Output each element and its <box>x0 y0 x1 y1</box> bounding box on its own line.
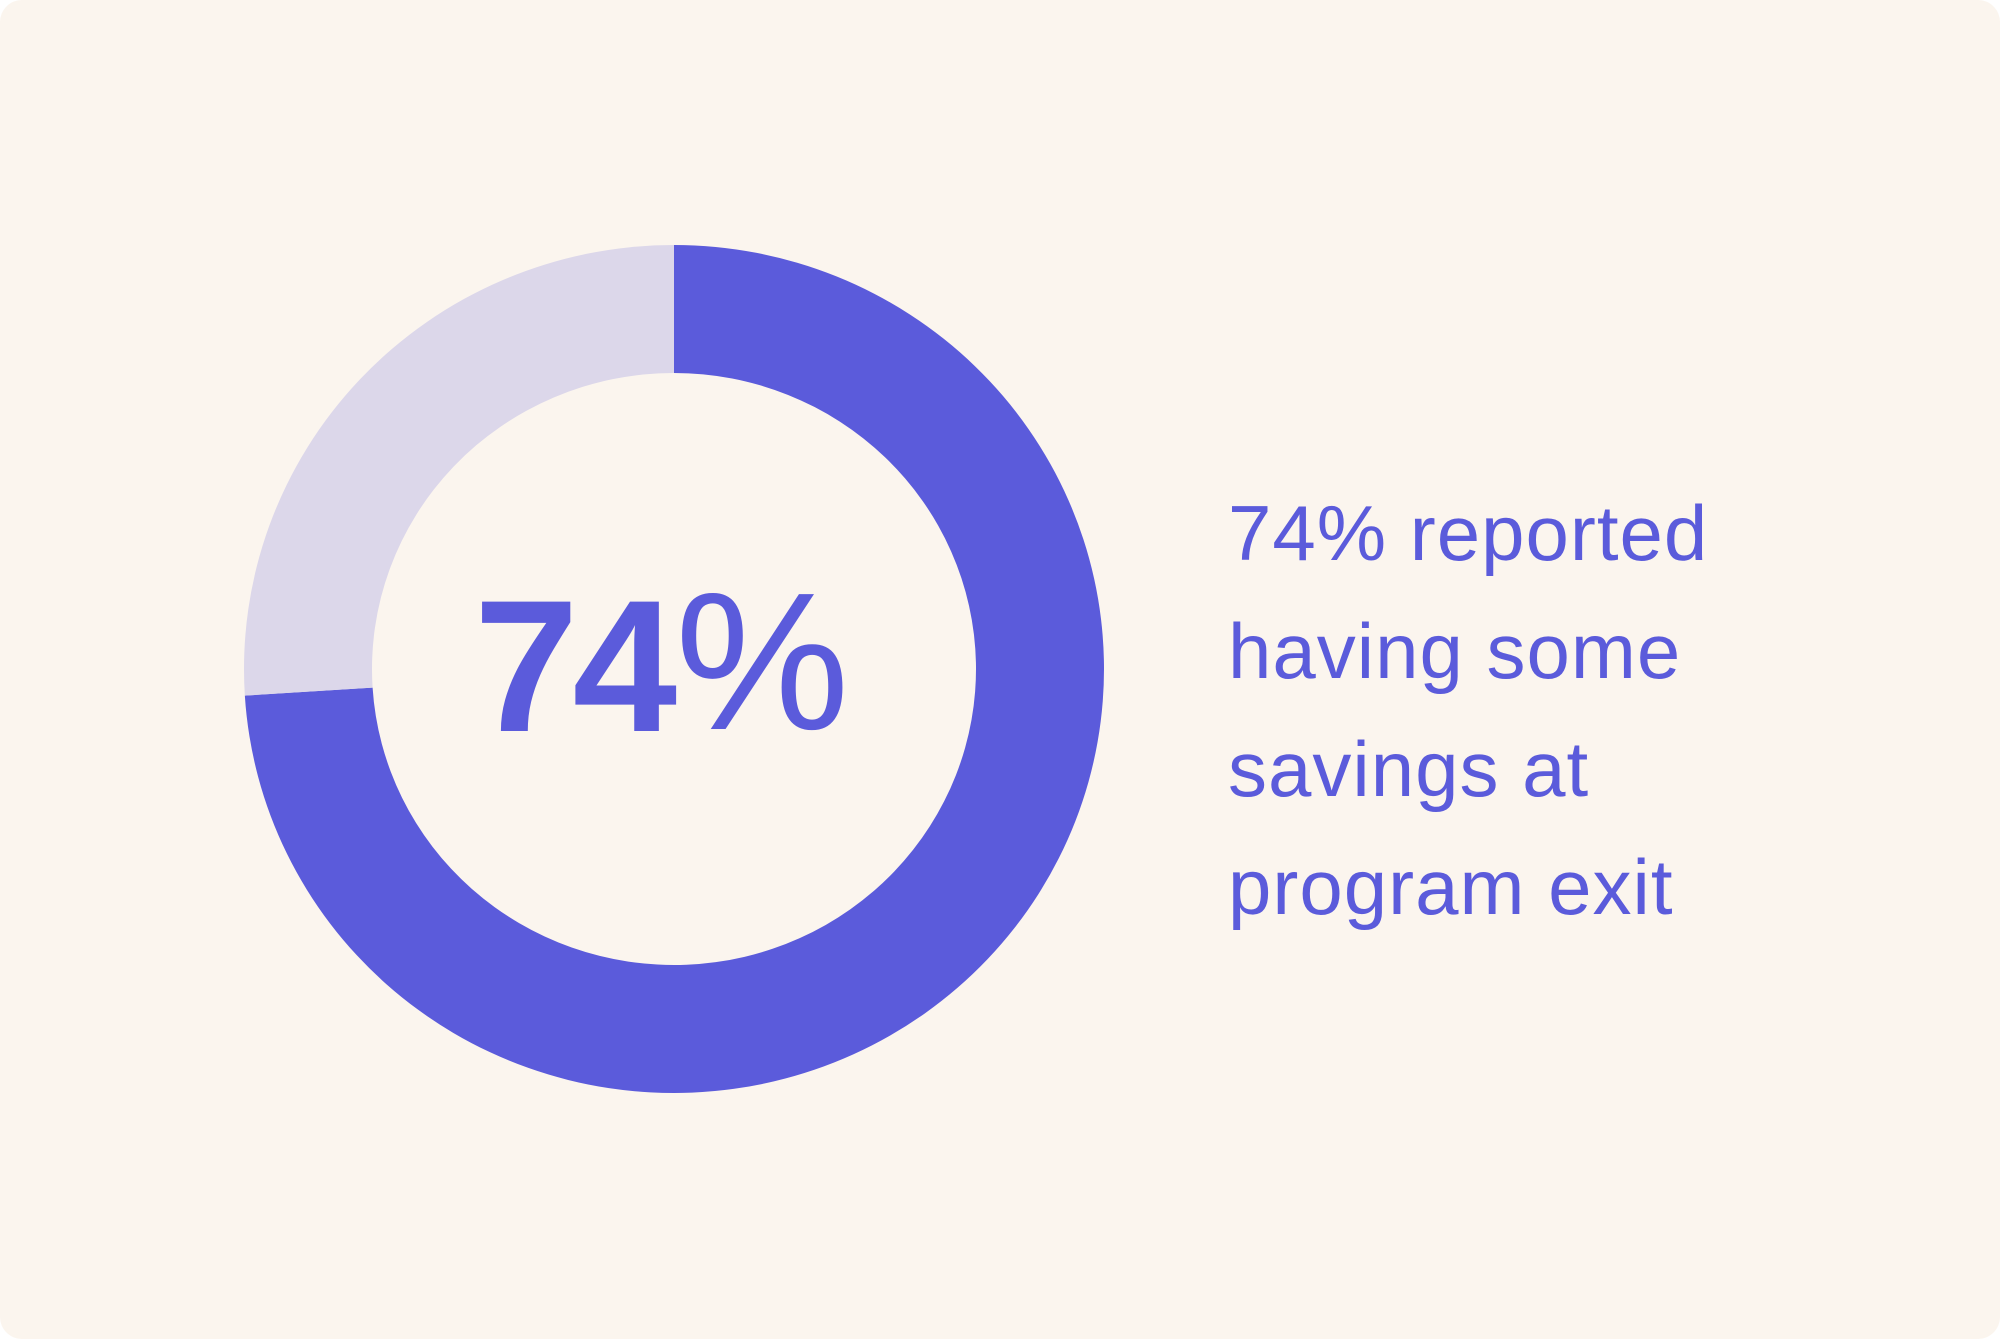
donut-slice-remainder <box>244 245 674 696</box>
donut-slice-savings <box>244 245 1104 1093</box>
caption-line: 74% reported <box>1228 489 1709 577</box>
caption-line: savings at <box>1228 725 1590 813</box>
caption-line: program exit <box>1228 843 1674 931</box>
caption-text: 74% reported having some savings at prog… <box>1228 474 1888 946</box>
center-value-unit: % <box>675 552 850 771</box>
center-value: 74% <box>474 564 874 761</box>
center-value-number: 74 <box>474 561 677 771</box>
caption-line: having some <box>1228 607 1682 695</box>
donut-slices <box>244 245 1104 1093</box>
